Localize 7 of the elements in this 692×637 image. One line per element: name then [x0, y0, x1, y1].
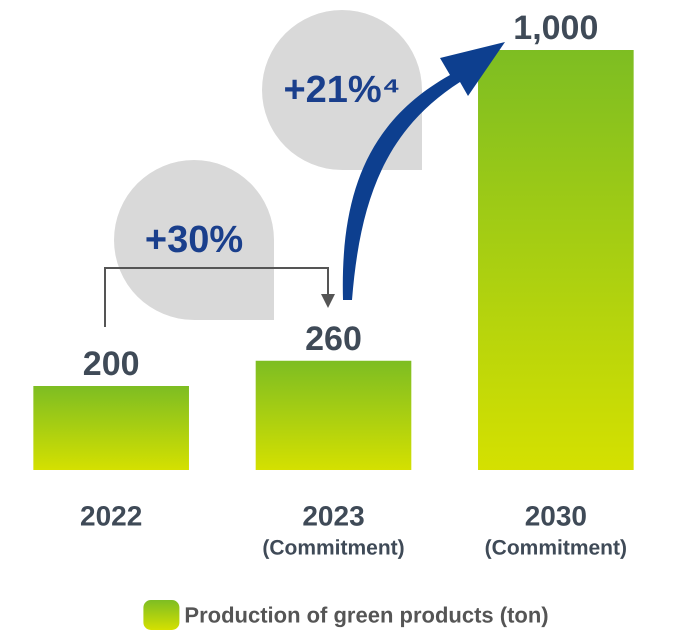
- data-label: 1,000: [513, 9, 598, 47]
- data-label: 200: [82, 345, 140, 383]
- x-tick-label: 2022: [80, 500, 142, 532]
- data-label: 260: [305, 320, 362, 358]
- x-tick-label: 2030 (Commitment): [484, 500, 627, 560]
- x-tick-label: 2023 (Commitment): [262, 500, 405, 560]
- legend-label: Production of green products (ton): [184, 602, 549, 628]
